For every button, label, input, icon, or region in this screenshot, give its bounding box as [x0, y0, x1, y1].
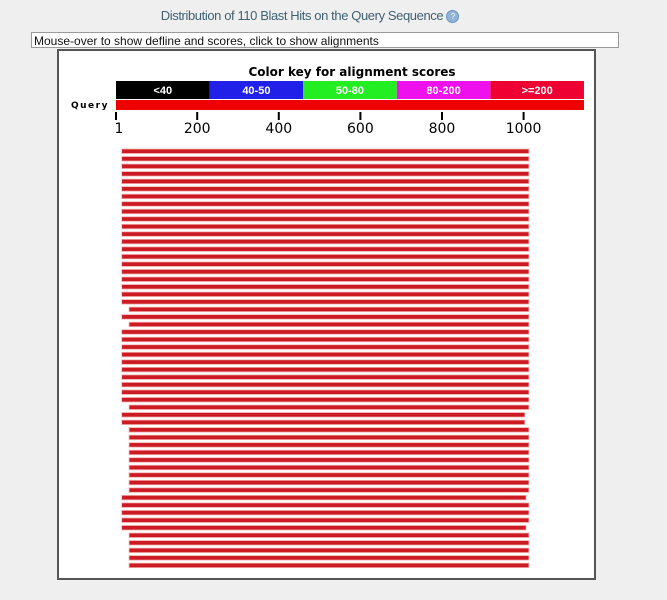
x-tick — [522, 112, 525, 120]
hit-bar[interactable] — [128, 457, 530, 463]
hit-bar[interactable] — [128, 562, 530, 569]
x-tick-label: 1 — [115, 121, 124, 137]
hit-bar[interactable] — [128, 321, 530, 328]
hit-bar[interactable] — [128, 442, 530, 448]
hit-bar[interactable] — [121, 412, 526, 418]
hit-bar[interactable] — [121, 291, 530, 297]
hit-bar[interactable] — [121, 238, 530, 245]
color-key-label: <40 — [153, 85, 172, 97]
x-tick — [196, 112, 199, 120]
hit-bar[interactable] — [121, 186, 530, 192]
x-tick — [359, 112, 362, 120]
hit-bar[interactable] — [121, 525, 527, 531]
hit-bar[interactable] — [121, 314, 530, 320]
hit-bar[interactable] — [128, 404, 530, 410]
hit-bar[interactable] — [121, 510, 530, 516]
x-tick-label: 400 — [265, 121, 292, 137]
hit-bar[interactable] — [121, 178, 530, 185]
hit-bar[interactable] — [121, 254, 530, 260]
color-key-title: Color key for alignment scores — [248, 65, 455, 79]
hit-bar[interactable] — [128, 427, 530, 433]
hit-bar[interactable] — [121, 261, 530, 267]
color-key-swatch — [490, 81, 584, 99]
color-key-label: >=200 — [522, 85, 553, 97]
hit-bar[interactable] — [121, 193, 530, 200]
x-tick — [277, 112, 280, 120]
x-tick — [440, 112, 443, 120]
hit-bar[interactable] — [128, 472, 530, 478]
hit-bar[interactable] — [121, 216, 530, 222]
hit-bar[interactable] — [121, 419, 526, 425]
hit-bar[interactable] — [121, 389, 530, 395]
color-key-label: 80-200 — [426, 85, 460, 97]
hit-bar[interactable] — [121, 382, 530, 388]
hit-bar[interactable] — [121, 269, 530, 275]
hit-bar[interactable] — [128, 532, 530, 538]
x-tick-label: 800 — [429, 121, 456, 137]
color-key-swatch — [396, 81, 491, 99]
color-key-swatch — [303, 81, 397, 99]
hit-bar[interactable] — [121, 502, 530, 508]
color-key-label: 40-50 — [242, 85, 270, 97]
hit-bar[interactable] — [128, 555, 530, 561]
hit-bar[interactable] — [128, 487, 530, 493]
hit-bar[interactable] — [121, 246, 530, 252]
hit-bar[interactable] — [121, 344, 530, 350]
hit-bar[interactable] — [128, 449, 530, 456]
hit-bar[interactable] — [121, 329, 530, 335]
hit-bar[interactable] — [128, 540, 530, 546]
hit-bar[interactable] — [128, 434, 530, 441]
query-bar — [116, 100, 584, 110]
x-tick — [115, 112, 117, 120]
hit-bar[interactable] — [121, 148, 530, 154]
hit-bar[interactable] — [121, 223, 530, 230]
hit-bar[interactable] — [121, 494, 527, 501]
defline-info-box: Mouse-over to show defline and scores, c… — [31, 32, 619, 48]
hit-bar[interactable] — [121, 208, 530, 215]
color-key-swatch — [209, 81, 304, 99]
x-tick-label: 1000 — [506, 121, 542, 137]
hit-bar[interactable] — [128, 306, 530, 313]
hit-bar[interactable] — [121, 163, 530, 169]
hit-bar[interactable] — [121, 171, 530, 177]
hit-bar[interactable] — [121, 231, 530, 237]
hit-bar[interactable] — [121, 156, 530, 162]
hit-bar[interactable] — [121, 374, 530, 380]
help-icon[interactable]: ? — [446, 10, 460, 24]
color-key-swatch — [116, 81, 210, 99]
hit-bar[interactable] — [121, 517, 530, 523]
title-text: Distribution of 110 Blast Hits on the Qu… — [160, 8, 444, 23]
query-label: Query — [71, 101, 109, 111]
hit-bar[interactable] — [128, 464, 530, 471]
x-tick-label: 200 — [184, 121, 211, 137]
hit-bar[interactable] — [121, 201, 530, 207]
page-title: Distribution of 110 Blast Hits on the Qu… — [0, 8, 620, 24]
hit-bar[interactable] — [121, 299, 530, 305]
hit-bar[interactable] — [121, 366, 530, 373]
hit-bar[interactable] — [121, 359, 530, 365]
hit-bar[interactable] — [121, 336, 530, 343]
x-tick-label: 600 — [347, 121, 374, 137]
hit-bar[interactable] — [121, 276, 530, 282]
hit-bar[interactable] — [121, 397, 530, 403]
hit-bar[interactable] — [121, 351, 530, 358]
color-key-label: 50-80 — [336, 85, 364, 97]
hit-bar[interactable] — [121, 284, 530, 290]
hit-bar[interactable] — [128, 479, 530, 486]
hit-bar[interactable] — [128, 547, 530, 553]
